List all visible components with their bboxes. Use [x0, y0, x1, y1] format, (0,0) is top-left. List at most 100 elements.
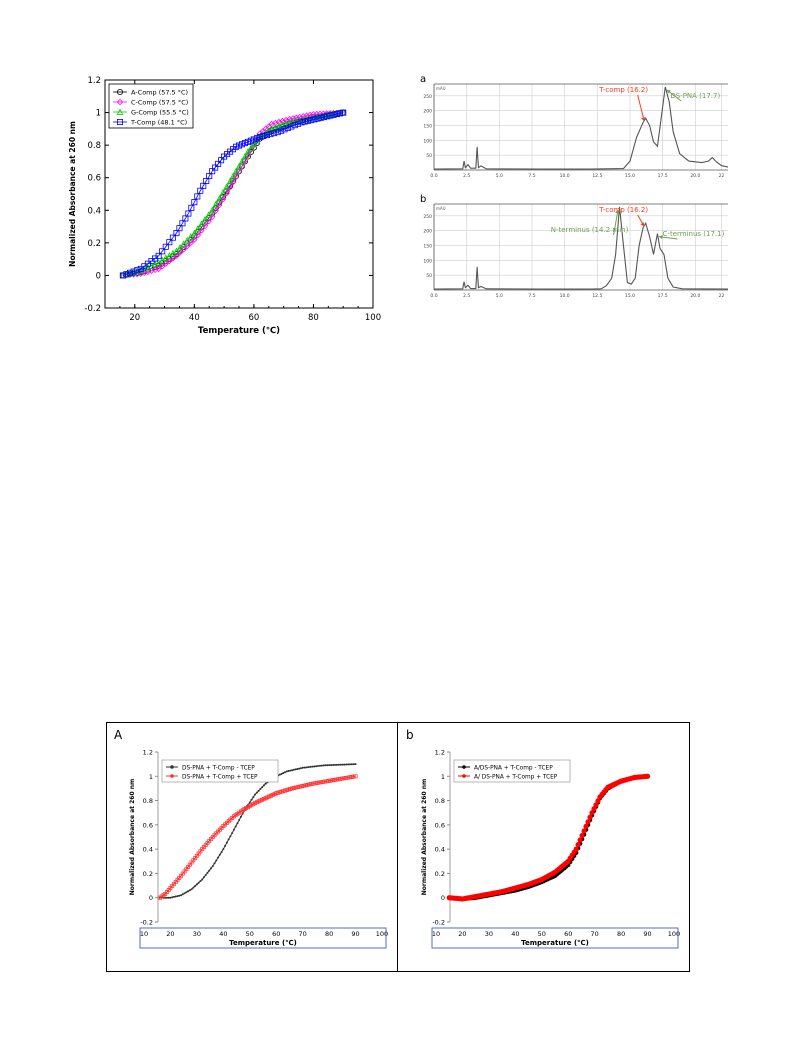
y-tick-label: 200 — [423, 229, 432, 235]
data-point — [315, 765, 318, 768]
x-axis-label: Temperature (℃) — [198, 326, 280, 336]
data-point — [208, 869, 211, 872]
data-point — [350, 763, 353, 766]
data-point — [247, 144, 255, 151]
data-point — [169, 255, 177, 262]
legend-box — [161, 759, 279, 783]
data-point — [256, 134, 263, 141]
data-point — [241, 153, 249, 160]
data-point — [287, 770, 290, 773]
x-axis-highlight-box — [139, 927, 387, 949]
x-tick-label: 10 — [432, 930, 440, 938]
data-point — [303, 766, 306, 769]
unit-label: mAU — [436, 206, 446, 211]
data-point — [284, 124, 291, 131]
x-tick-label: 22 — [719, 173, 725, 179]
data-point — [127, 269, 134, 276]
series-line — [122, 112, 344, 276]
x-tick-label: 12.5 — [592, 173, 602, 179]
data-point — [330, 764, 333, 767]
peak-annotation: T-comp (16.2) — [598, 206, 648, 214]
series-line — [122, 112, 344, 276]
peak-annotation: T-comp (16.2) — [598, 86, 648, 94]
data-point — [337, 110, 344, 117]
data-point — [190, 888, 193, 891]
data-point — [174, 895, 177, 898]
y-tick-label: 50 — [426, 273, 432, 279]
data-point — [341, 763, 344, 766]
data-point — [123, 271, 130, 278]
peak-annotation: C-terminus (17.1) — [663, 230, 725, 238]
data-point — [295, 120, 302, 127]
series-line — [122, 112, 344, 276]
annotation-arrowhead — [640, 222, 645, 227]
legend-marker — [170, 774, 174, 778]
series-a-comp — [119, 109, 347, 279]
data-point — [187, 233, 195, 240]
data-point — [213, 862, 216, 865]
data-point — [223, 190, 230, 197]
data-point — [169, 896, 172, 899]
data-point — [345, 763, 348, 766]
legend-entry: T-Comp (48.1 °C) — [130, 119, 187, 127]
data-point — [219, 196, 227, 203]
data-point — [585, 819, 591, 825]
data-point — [313, 765, 316, 768]
unit-label: mAU — [436, 86, 446, 91]
y-tick-label: 0.2 — [87, 239, 101, 249]
data-point — [180, 240, 187, 247]
data-point — [231, 831, 234, 834]
data-point — [250, 798, 253, 801]
data-point — [282, 772, 285, 775]
data-point — [301, 118, 308, 125]
x-tick-label: 90 — [351, 930, 359, 938]
data-point — [254, 793, 257, 796]
data-point — [259, 788, 262, 791]
x-tick-label: 40 — [219, 930, 227, 938]
y-tick-label: 100 — [423, 258, 432, 264]
y-tick-label: 0.2 — [143, 870, 153, 878]
x-axis-highlight-box — [431, 927, 679, 949]
data-point — [279, 117, 286, 125]
data-point — [202, 876, 205, 879]
data-point — [166, 239, 173, 246]
data-point — [317, 114, 324, 121]
data-point — [208, 206, 216, 214]
data-point — [201, 878, 204, 881]
y-tick-label: 150 — [423, 244, 432, 250]
y-tick-label: 0.4 — [143, 846, 153, 854]
data-point — [327, 112, 334, 119]
legend-marker — [117, 88, 124, 95]
x-tick-label: 70 — [591, 930, 599, 938]
y-tick-label: 0 — [149, 894, 153, 902]
y-tick-label: 0.6 — [143, 821, 153, 829]
legend-marker — [462, 774, 466, 778]
data-point — [267, 131, 274, 138]
data-point — [159, 248, 166, 255]
data-point — [317, 765, 320, 768]
annotation-arrowhead — [615, 209, 620, 214]
y-tick-label: 0.2 — [435, 870, 445, 878]
x-tick-label: 17.5 — [658, 293, 668, 299]
y-tick-label: 1.2 — [87, 76, 101, 86]
legend-marker — [116, 108, 124, 115]
data-point — [311, 116, 318, 123]
panel-label: b — [406, 728, 414, 742]
x-tick-label: 60 — [272, 930, 280, 938]
x-tick-label: 2.5 — [463, 173, 470, 179]
data-point — [235, 162, 243, 170]
x-tick-label: 0.0 — [430, 293, 437, 299]
x-tick-label: 7.5 — [528, 293, 535, 299]
panel-label: A — [114, 728, 123, 742]
data-point — [332, 764, 335, 766]
data-point — [205, 211, 212, 218]
data-point — [220, 850, 223, 853]
data-point — [299, 767, 302, 770]
data-point — [185, 891, 188, 894]
data-point — [255, 791, 258, 794]
data-point — [291, 769, 294, 772]
data-point — [191, 229, 198, 237]
data-point — [579, 832, 585, 839]
data-point — [187, 890, 190, 893]
data-point — [248, 801, 251, 804]
